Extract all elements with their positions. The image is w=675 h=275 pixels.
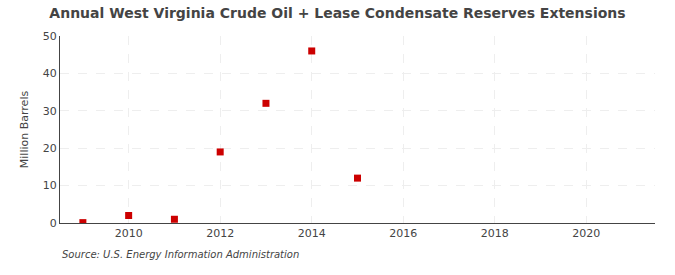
- svg-text:2014: 2014: [298, 227, 326, 240]
- svg-text:2020: 2020: [572, 227, 600, 240]
- svg-text:2012: 2012: [206, 227, 234, 240]
- svg-text:2016: 2016: [389, 227, 417, 240]
- svg-text:Annual West Virginia Crude Oil: Annual West Virginia Crude Oil + Lease C…: [49, 5, 625, 21]
- svg-text:50: 50: [43, 30, 57, 43]
- svg-text:Source: U.S. Energy Informatio: Source: U.S. Energy Information Administ…: [62, 249, 299, 260]
- svg-text:10: 10: [43, 179, 57, 192]
- svg-text:Million Barrels: Million Barrels: [18, 91, 31, 169]
- svg-text:2010: 2010: [115, 227, 143, 240]
- svg-text:0: 0: [50, 217, 57, 230]
- svg-text:30: 30: [43, 105, 57, 118]
- svg-text:2018: 2018: [481, 227, 509, 240]
- svg-text:40: 40: [43, 67, 57, 80]
- svg-text:20: 20: [43, 142, 57, 155]
